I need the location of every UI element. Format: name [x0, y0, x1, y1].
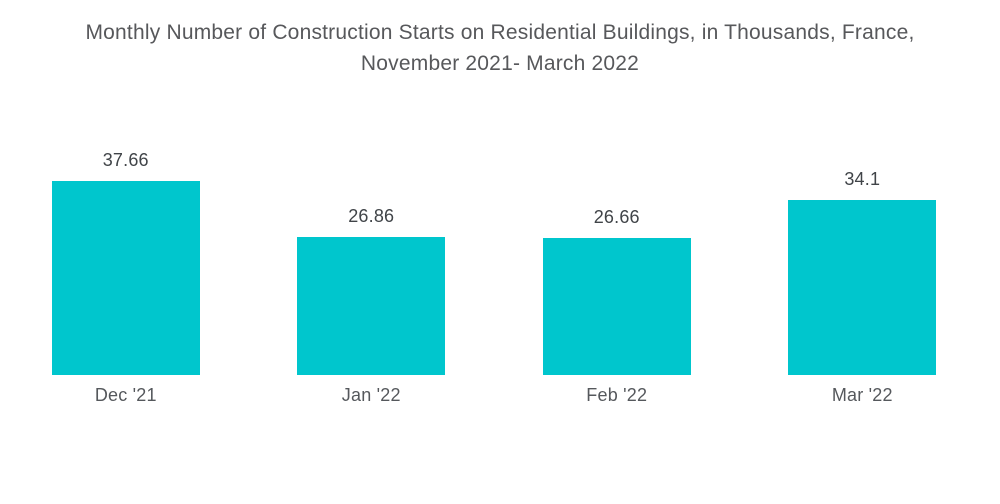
x-axis-label: Dec '21 — [94, 385, 157, 405]
bar — [297, 237, 446, 375]
bar-value-label: 26.86 — [348, 206, 395, 226]
x-axis: Dec '21 Jan '22 Feb '22 Mar '22 — [3, 385, 985, 406]
bar-group: 34.1 — [740, 169, 986, 375]
x-axis-label: Mar '22 — [831, 385, 893, 405]
bar-chart-plot-area: 37.66 26.86 26.66 34.1 — [3, 0, 985, 375]
x-axis-label: Feb '22 — [586, 385, 648, 405]
bar-group: 37.66 — [3, 150, 249, 375]
chart-title-line-2: November 2021- March 2022 — [360, 52, 640, 75]
bar-value-label: 34.1 — [844, 169, 881, 189]
bar — [788, 200, 937, 375]
bar-value-label: 26.66 — [593, 207, 640, 227]
chart-title-line-1: Monthly Number of Construction Starts on… — [85, 21, 915, 44]
bar — [51, 181, 200, 375]
bar-value-label: 37.66 — [102, 150, 149, 170]
chart-title: Monthly Number of Construction Starts on… — [0, 17, 1000, 79]
bar-group: 26.86 — [249, 206, 495, 375]
bar-group: 26.66 — [494, 207, 740, 375]
bar — [542, 238, 691, 375]
x-axis-label: Jan '22 — [341, 385, 401, 405]
